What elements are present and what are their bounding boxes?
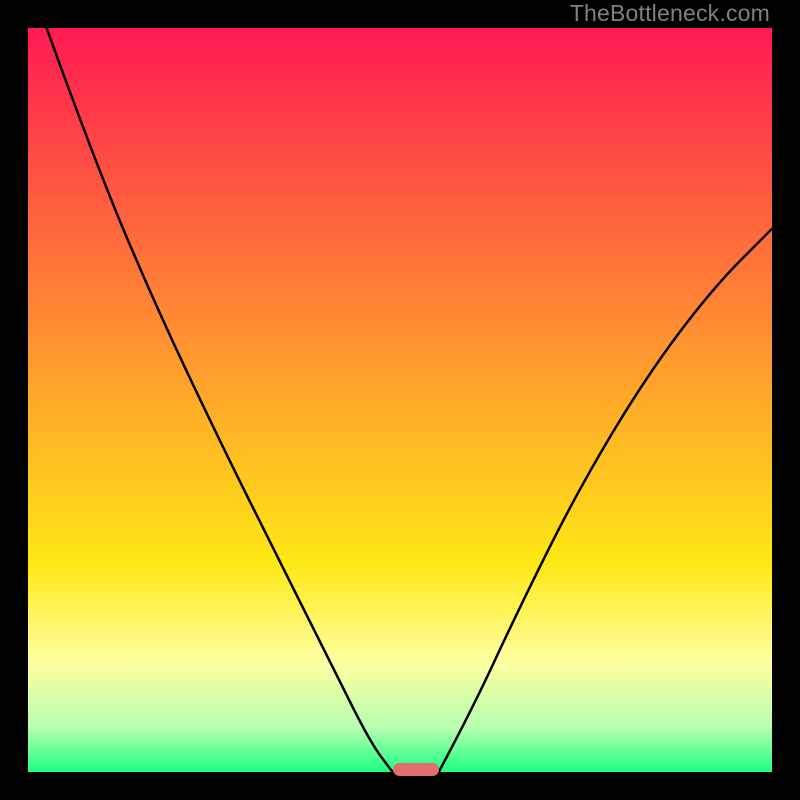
optimal-point-marker	[393, 763, 439, 776]
chart-background-gradient	[28, 28, 772, 772]
watermark-text: TheBottleneck.com	[570, 0, 770, 27]
